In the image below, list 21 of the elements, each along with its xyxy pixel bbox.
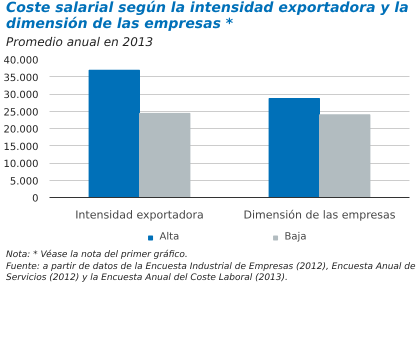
bar — [268, 98, 320, 198]
bar — [319, 114, 370, 198]
y-tick-label: 35.000 — [4, 73, 39, 84]
y-tick-label: 15.000 — [4, 142, 39, 154]
chart-title: Coste salarial según la intensidad exportadora y la dimensión de las empresas * — [6, 0, 410, 32]
y-tick-label: 0 — [32, 194, 39, 205]
source-note: Fuente: a partir de datos de la Encuesta Industrial de Empresas (2012), Encuesta Anual de Servicios (2012) y la Encuesta Anual del Coste Laboral (2013). — [6, 262, 416, 283]
legend-label: Alta — [160, 232, 180, 243]
legend-label: Baja — [284, 232, 306, 243]
y-tick-label: 5.000 — [10, 176, 39, 188]
x-tick-label: Dimensión de las empresas — [244, 208, 396, 222]
text: Nota: * Véase la nota del primer gráfico. — [6, 250, 188, 260]
x-tick-label: Intensidad exportadora — [75, 208, 204, 222]
y-tick-label: 10.000 — [4, 159, 39, 170]
y-tick-label: 30.000 — [4, 90, 39, 102]
y-tick-label: 20.000 — [4, 124, 39, 136]
y-tick-label: 40.000 — [4, 56, 39, 67]
bar — [88, 70, 140, 198]
chart-subtitle: Promedio anual en 2013 — [6, 34, 154, 52]
y-tick-label: 25.000 — [4, 108, 39, 119]
bar — [139, 113, 190, 198]
